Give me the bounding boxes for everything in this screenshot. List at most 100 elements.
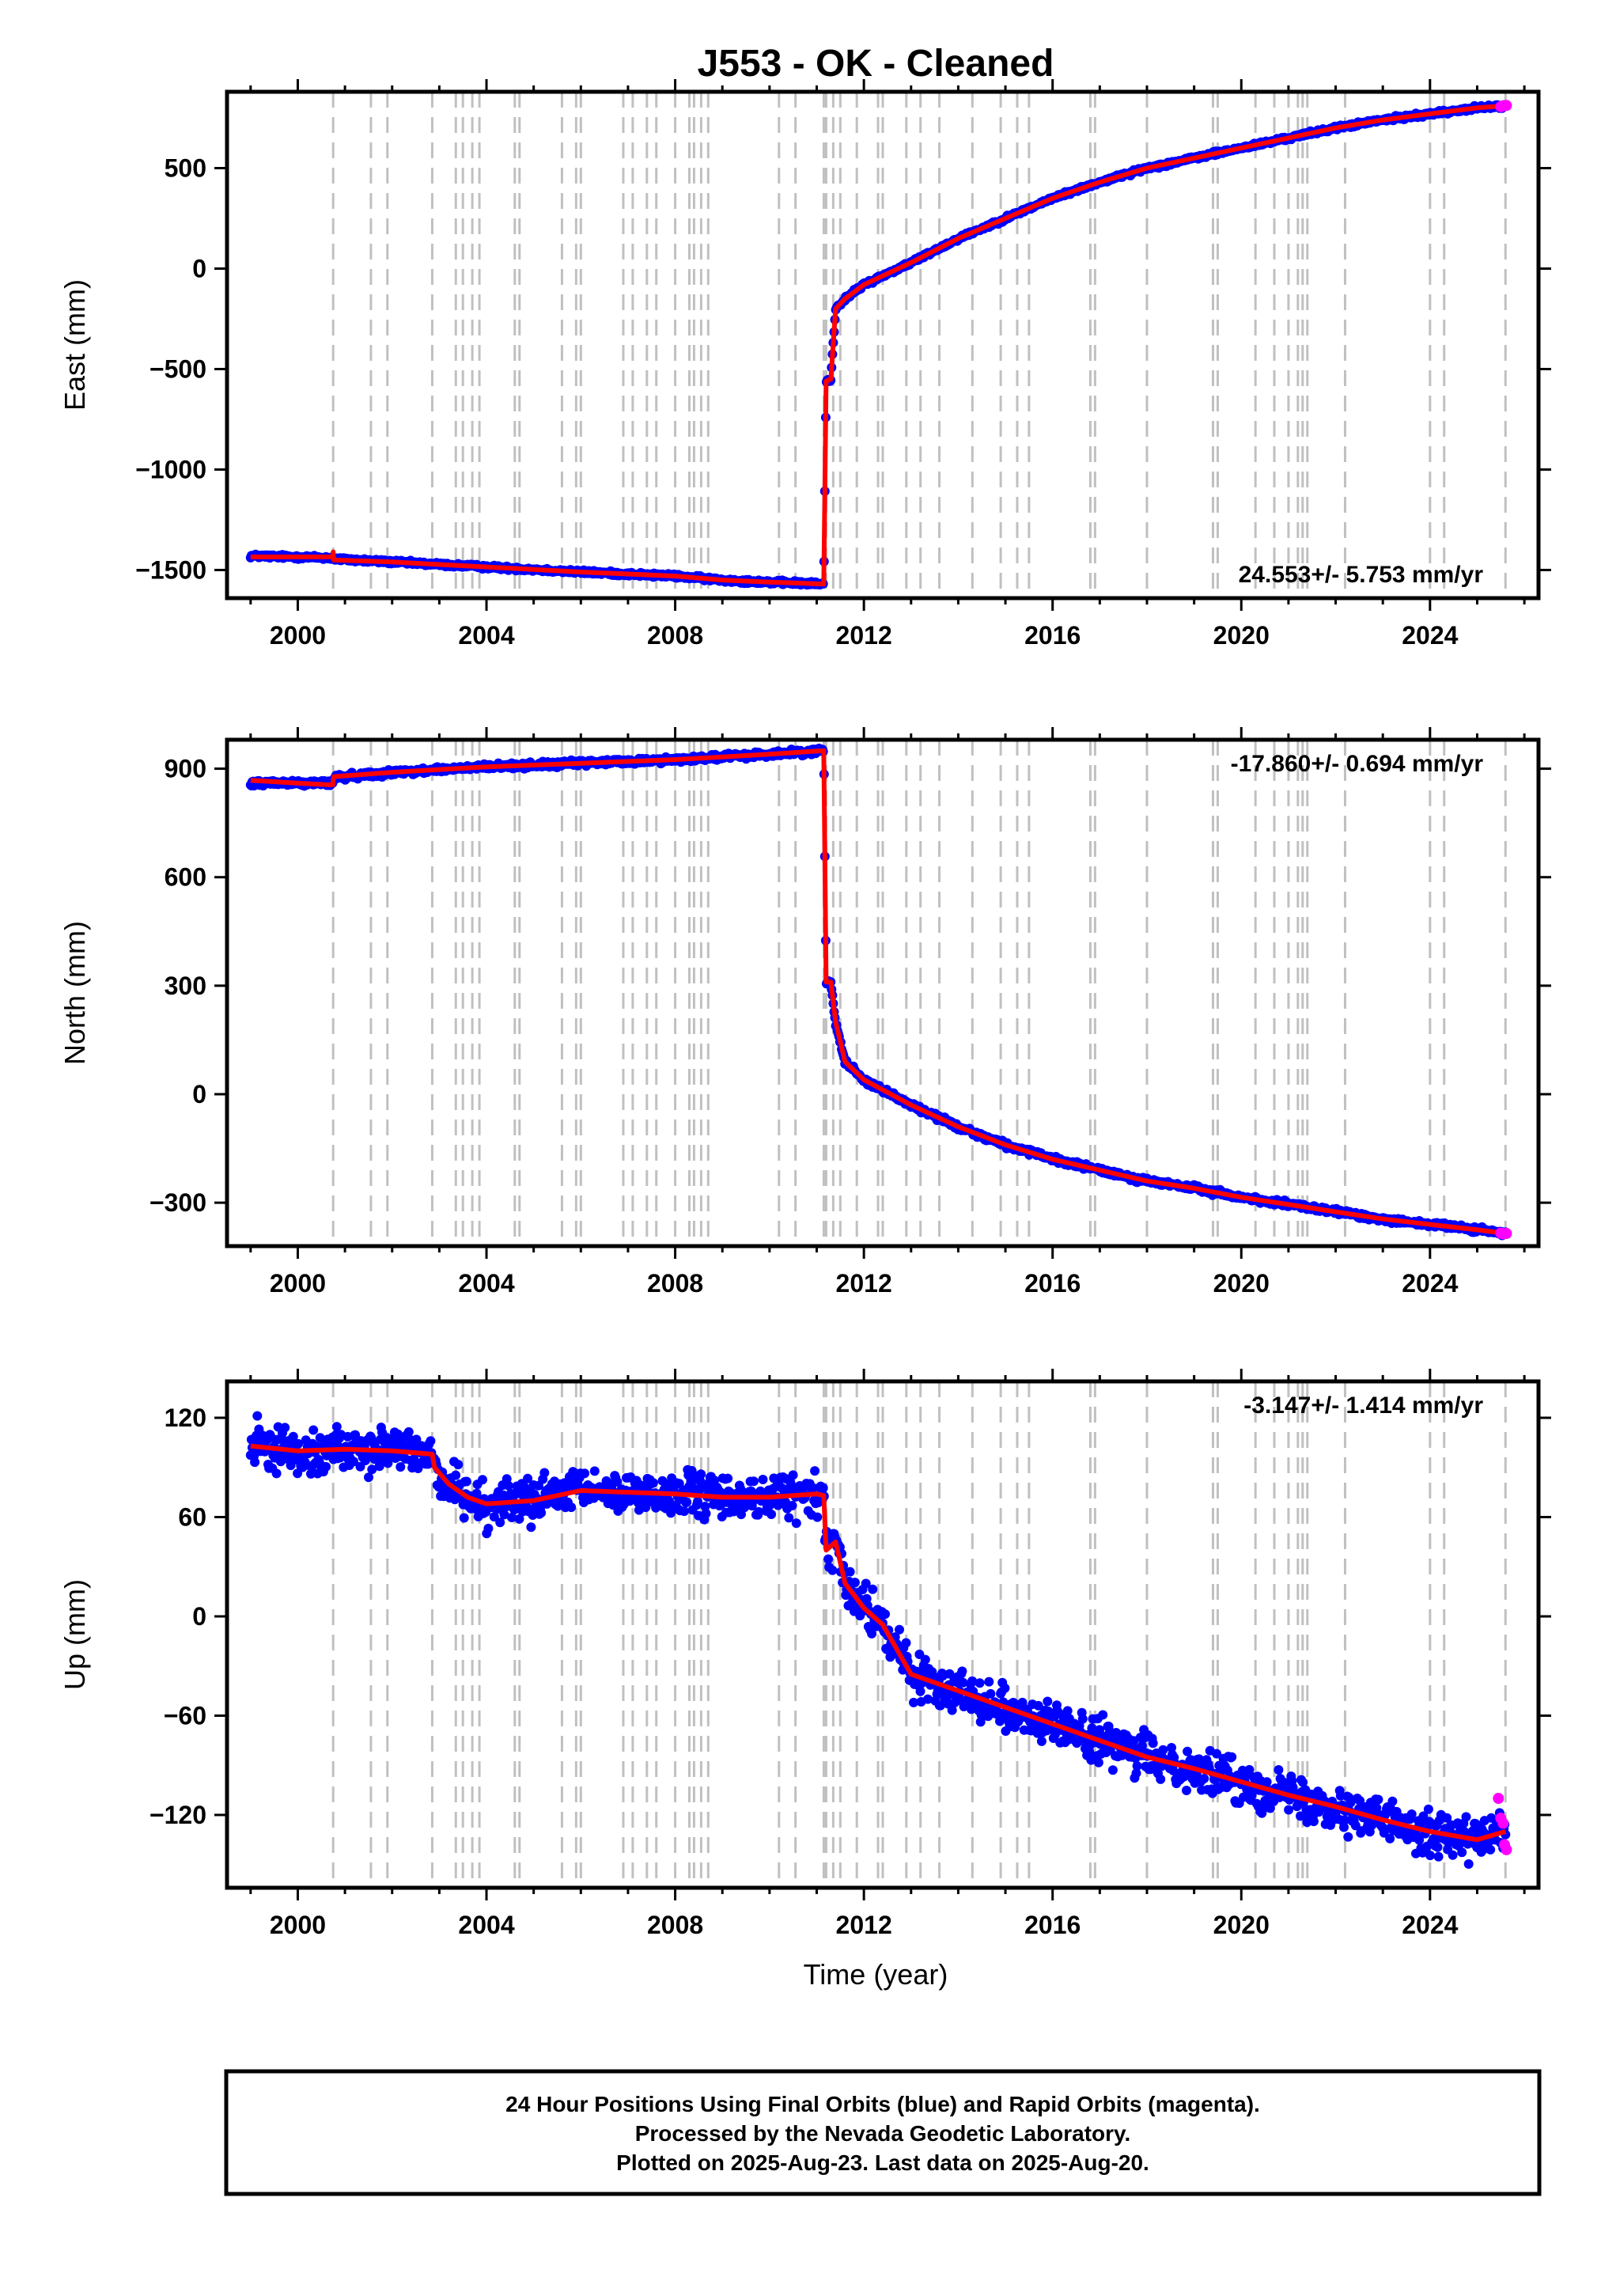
data-point — [426, 1436, 436, 1446]
y-tick-label: 500 — [165, 154, 206, 183]
data-point — [1433, 1851, 1444, 1862]
data-point — [293, 1438, 304, 1449]
data-point — [1262, 1777, 1272, 1787]
data-point — [536, 1508, 547, 1518]
data-point — [1107, 1765, 1118, 1775]
data-point — [1062, 1706, 1073, 1716]
rapid-point — [1501, 100, 1512, 112]
data-point — [1355, 1796, 1365, 1805]
data-point — [1433, 1842, 1443, 1852]
footer-box: 24 Hour Positions Using Final Orbits (bl… — [224, 2069, 1542, 2196]
data-point — [648, 1478, 658, 1488]
x-tick-label: 2000 — [270, 621, 326, 650]
data-point — [975, 1678, 985, 1688]
data-point — [471, 1488, 482, 1498]
x-tick-label: 2008 — [647, 1911, 703, 1939]
data-point — [1448, 1850, 1458, 1860]
data-point — [1244, 1764, 1255, 1775]
data-point — [507, 1513, 517, 1522]
x-tick-label: 2004 — [458, 1911, 514, 1939]
figure-title: J553 - OK - Cleaned — [698, 43, 1054, 85]
data-point — [1298, 1777, 1308, 1787]
data-point — [1385, 1833, 1395, 1843]
data-point — [1132, 1761, 1142, 1771]
data-point — [1093, 1757, 1103, 1767]
footer-line-1: 24 Hour Positions Using Final Orbits (bl… — [505, 2092, 1260, 2116]
panel-east: 2000 2004 2008 2012 2016 2020 2024−1500−1000−5… — [59, 79, 1551, 650]
rapid-point — [1497, 1817, 1509, 1829]
y-tick-label: 0 — [192, 1080, 206, 1108]
data-point — [748, 1476, 759, 1487]
data-point — [791, 1518, 801, 1529]
data-point — [1339, 1822, 1349, 1832]
data-point — [523, 1473, 533, 1483]
data-point — [1296, 1811, 1305, 1821]
data-point — [1227, 1752, 1237, 1762]
series-model-line — [250, 748, 1506, 1236]
data-point — [1425, 1851, 1435, 1861]
data-point — [1000, 1683, 1010, 1693]
data-point — [787, 1501, 797, 1510]
x-tick-label: 2008 — [647, 1269, 703, 1298]
data-point — [1148, 1738, 1158, 1749]
plot-frame — [225, 737, 1541, 1248]
data-point — [374, 1461, 384, 1472]
data-point — [252, 1411, 263, 1421]
y-tick-label: 300 — [165, 972, 206, 1000]
rapid-point — [1501, 1228, 1512, 1239]
data-point — [364, 1472, 373, 1483]
data-point — [271, 1468, 282, 1479]
data-point — [1423, 1804, 1433, 1814]
data-point — [308, 1425, 319, 1435]
plot-frame — [225, 89, 1541, 601]
data-point — [766, 1510, 777, 1519]
data-point — [861, 1578, 871, 1589]
data-point — [701, 1509, 711, 1518]
x-tick-label: 2020 — [1213, 621, 1270, 650]
x-tick-label: 2024 — [1402, 621, 1458, 650]
data-point — [1137, 1741, 1147, 1751]
rapid-point — [1493, 1793, 1504, 1805]
series-rapid-orbits — [1495, 1227, 1512, 1240]
data-point — [514, 1514, 524, 1524]
data-point — [967, 1676, 978, 1686]
y-tick-label: 600 — [165, 863, 206, 892]
data-point — [754, 1506, 764, 1517]
x-tick-label: 2004 — [458, 1269, 514, 1298]
y-tick-label: 900 — [165, 755, 206, 783]
data-point — [349, 1457, 358, 1467]
data-point — [589, 1466, 600, 1476]
data-point — [1308, 1817, 1319, 1827]
data-point — [682, 1497, 692, 1507]
data-point — [250, 1457, 260, 1468]
data-point — [736, 1510, 746, 1520]
rate-label: 24.553+/- 5.753 mm/yr — [1239, 562, 1484, 588]
data-point — [489, 1512, 499, 1522]
data-point — [975, 1717, 986, 1727]
data-point — [321, 1461, 331, 1472]
data-point — [758, 1475, 768, 1484]
panel-north: 2000 2004 2008 2012 2016 2020 2024−30003006009… — [59, 727, 1551, 1298]
data-point — [331, 1422, 342, 1432]
data-point — [895, 1624, 904, 1635]
plot-frame — [225, 1379, 1541, 1890]
y-tick-label: 0 — [192, 1602, 206, 1631]
data-point — [1463, 1859, 1474, 1869]
x-tick-label: 2020 — [1213, 1911, 1270, 1939]
data-point — [823, 1554, 834, 1564]
data-point — [827, 1565, 838, 1575]
x-tick-label: 2004 — [458, 621, 514, 650]
y-axis-label: East (mm) — [59, 279, 91, 411]
data-point — [1343, 1832, 1353, 1842]
data-point — [1284, 1805, 1294, 1815]
y-tick-label: −300 — [150, 1188, 206, 1217]
data-point — [495, 1517, 505, 1528]
data-point — [306, 1468, 316, 1479]
data-point — [693, 1496, 702, 1506]
data-point — [788, 1470, 798, 1480]
data-point — [459, 1513, 469, 1523]
data-point — [867, 1628, 877, 1639]
data-point — [1257, 1808, 1267, 1818]
footer-line-3: Plotted on 2025-Aug-23. Last data on 202… — [616, 2150, 1149, 2175]
data-point — [1414, 1835, 1425, 1845]
